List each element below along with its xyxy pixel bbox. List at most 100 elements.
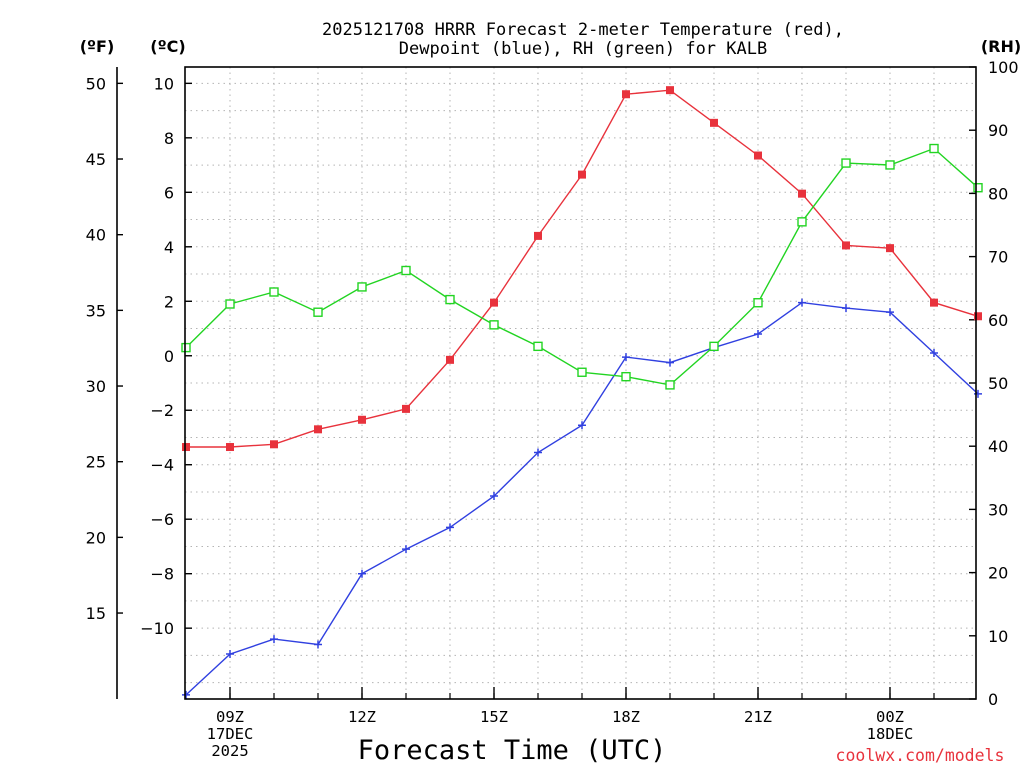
fahrenheit-tick-label: 50 <box>86 74 106 93</box>
rh-tick-label: 80 <box>988 184 1008 203</box>
fahrenheit-tick-label: 20 <box>86 528 106 547</box>
rh-point <box>533 341 543 352</box>
x-tick-label: 15Z <box>480 708 508 726</box>
fahrenheit-tick-label: 35 <box>86 301 106 320</box>
temperature-point <box>798 189 806 198</box>
rh-point <box>401 265 411 276</box>
dewpoint-point <box>270 635 278 644</box>
temperature-point <box>578 170 586 179</box>
dewpoint-point <box>622 353 630 362</box>
rh-point <box>357 282 367 292</box>
temperature-point <box>974 312 982 321</box>
x-tick-label: 21Z <box>744 708 772 726</box>
rh-point <box>489 320 499 330</box>
credit-label: coolwx.com/models <box>836 746 1005 765</box>
rh-tick-label: 90 <box>988 121 1008 140</box>
fahrenheit-tick-label: 15 <box>86 604 106 623</box>
x-tick-label: 00Z <box>876 708 904 726</box>
fahrenheit-unit-label: (ºF) <box>80 37 115 56</box>
rh-point <box>269 287 279 297</box>
celsius-tick-label: 4 <box>164 238 174 257</box>
temperature-point <box>666 86 674 95</box>
dewpoint-point <box>798 298 806 307</box>
fahrenheit-axis: 50 45 40 35 30 25 20 15 <box>86 67 123 699</box>
celsius-tick-label: −8 <box>150 565 174 584</box>
temperature-point <box>314 425 322 434</box>
dewpoint-point <box>842 304 850 313</box>
fahrenheit-tick-label: 45 <box>86 150 106 169</box>
celsius-tick-label: 0 <box>164 347 174 366</box>
rh-point <box>225 299 235 309</box>
fahrenheit-tick-label: 40 <box>86 226 106 245</box>
dewpoint-point <box>182 690 190 699</box>
rh-point <box>577 367 587 377</box>
celsius-tick-label: −4 <box>150 456 174 475</box>
x-tick-label: 09Z <box>216 708 244 726</box>
temperature-point <box>622 90 630 99</box>
temperature-point <box>490 298 498 307</box>
dewpoint-point <box>666 358 674 367</box>
chart-title-line-2: Dewpoint (blue), RH (green) for KALB <box>399 39 767 59</box>
celsius-unit-label: (ºC) <box>150 37 185 56</box>
rh-tick-label: 0 <box>988 690 998 709</box>
dewpoint-point <box>930 349 938 358</box>
rh-tick-label: 70 <box>988 248 1008 267</box>
rh-point <box>621 371 631 382</box>
rh-series <box>181 143 983 390</box>
rh-point <box>885 160 895 170</box>
x-tick-label: 2025 <box>211 742 248 760</box>
celsius-tick-label: −10 <box>140 619 174 638</box>
rh-point <box>709 341 719 352</box>
dewpoint-point <box>446 523 454 532</box>
celsius-tick-label: 10 <box>154 74 174 93</box>
rh-tick-label: 60 <box>988 311 1008 330</box>
rh-point <box>313 307 323 317</box>
rh-point <box>929 143 939 154</box>
dewpoint-point <box>534 448 542 457</box>
temperature-point <box>446 355 454 364</box>
series-layer <box>181 86 983 699</box>
rh-tick-label: 40 <box>988 437 1008 456</box>
temperature-point <box>226 443 234 452</box>
rh-point <box>973 183 983 193</box>
plot-frame <box>184 66 977 700</box>
dewpoint-point <box>358 569 366 578</box>
rh-tick-label: 100 <box>988 58 1019 77</box>
rh-point <box>445 294 455 305</box>
celsius-tick-label: −2 <box>150 401 174 420</box>
x-axis-label: Forecast Time (UTC) <box>358 735 667 766</box>
rh-point <box>181 342 191 353</box>
celsius-axis: 10 8 6 4 2 0 −2 −4 −6 −8 −10 <box>140 74 192 638</box>
celsius-tick-label: 2 <box>164 292 174 311</box>
temperature-point <box>182 443 190 452</box>
fahrenheit-tick-label: 30 <box>86 377 106 396</box>
rh-point <box>753 298 763 308</box>
dewpoint-point <box>578 421 586 430</box>
temperature-point <box>710 118 718 127</box>
dewpoint-point <box>226 650 234 659</box>
x-tick-label: 12Z <box>348 708 376 726</box>
temperature-point <box>358 415 366 424</box>
dewpoint-series <box>182 298 982 699</box>
temperature-point <box>930 298 938 307</box>
temperature-point <box>842 241 850 250</box>
rh-point <box>665 380 675 390</box>
dewpoint-point <box>490 492 498 501</box>
temperature-series <box>182 86 982 452</box>
dewpoint-point <box>314 640 322 649</box>
temperature-point <box>886 244 894 253</box>
celsius-tick-label: 8 <box>164 129 174 148</box>
temperature-point <box>754 151 762 160</box>
rh-unit-label: (RH) <box>981 37 1021 56</box>
celsius-tick-label: 6 <box>164 183 174 202</box>
temperature-point <box>534 231 542 240</box>
rh-point <box>841 158 851 168</box>
dewpoint-point <box>754 329 762 338</box>
rh-tick-label: 30 <box>988 500 1008 519</box>
rh-tick-label: 50 <box>988 374 1008 393</box>
celsius-tick-label: −6 <box>150 510 174 529</box>
rh-tick-label: 20 <box>988 564 1008 583</box>
